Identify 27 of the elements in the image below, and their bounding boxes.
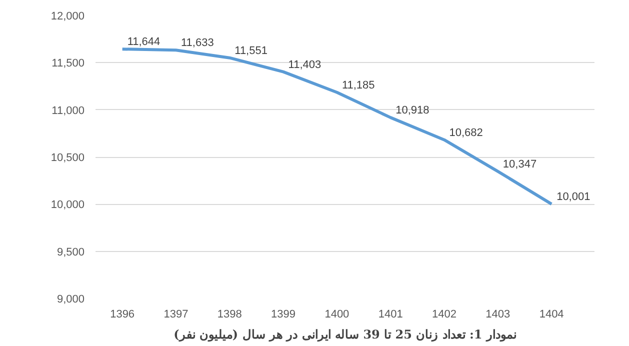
data-label: 11,644 — [127, 36, 160, 48]
data-label: 10,682 — [449, 126, 483, 139]
text: نمودار 1: تعداد زنان 25 تا 39 ساله ایرانی در هر سال (میلیون نفر) — [174, 328, 516, 342]
y-tick-label: 10,500 — [50, 152, 85, 164]
x-tick-label: 1404 — [539, 308, 564, 320]
x-tick-label: 1397 — [164, 308, 188, 320]
x-tick-label: 1403 — [486, 308, 510, 320]
y-tick-label: 10,000 — [50, 199, 85, 212]
x-tick-label: 1398 — [217, 308, 242, 320]
data-label: 11,633 — [180, 37, 214, 50]
y-tick-label: 9,500 — [56, 246, 85, 258]
x-tick-label: 1399 — [271, 308, 296, 320]
y-tick-label: 12,000 — [50, 10, 85, 22]
x-tick-label: 1400 — [324, 308, 350, 320]
y-tick-label: 11,500 — [52, 58, 84, 70]
data-label: 10,918 — [396, 104, 430, 117]
line-series — [120, 48, 554, 206]
x-tick-label: 1401 — [378, 308, 403, 320]
data-label: 11,185 — [342, 79, 375, 92]
data-label: 10,001 — [556, 191, 590, 204]
data-label: 11,403 — [288, 58, 322, 71]
data-label: 10,347 — [502, 158, 537, 170]
x-tick-label: 1402 — [432, 308, 457, 320]
data-label: 11,551 — [234, 44, 268, 57]
y-tick-label: 11,000 — [52, 104, 84, 117]
y-tick-label: 9,000 — [56, 294, 85, 306]
x-tick-label: 1396 — [110, 308, 135, 320]
